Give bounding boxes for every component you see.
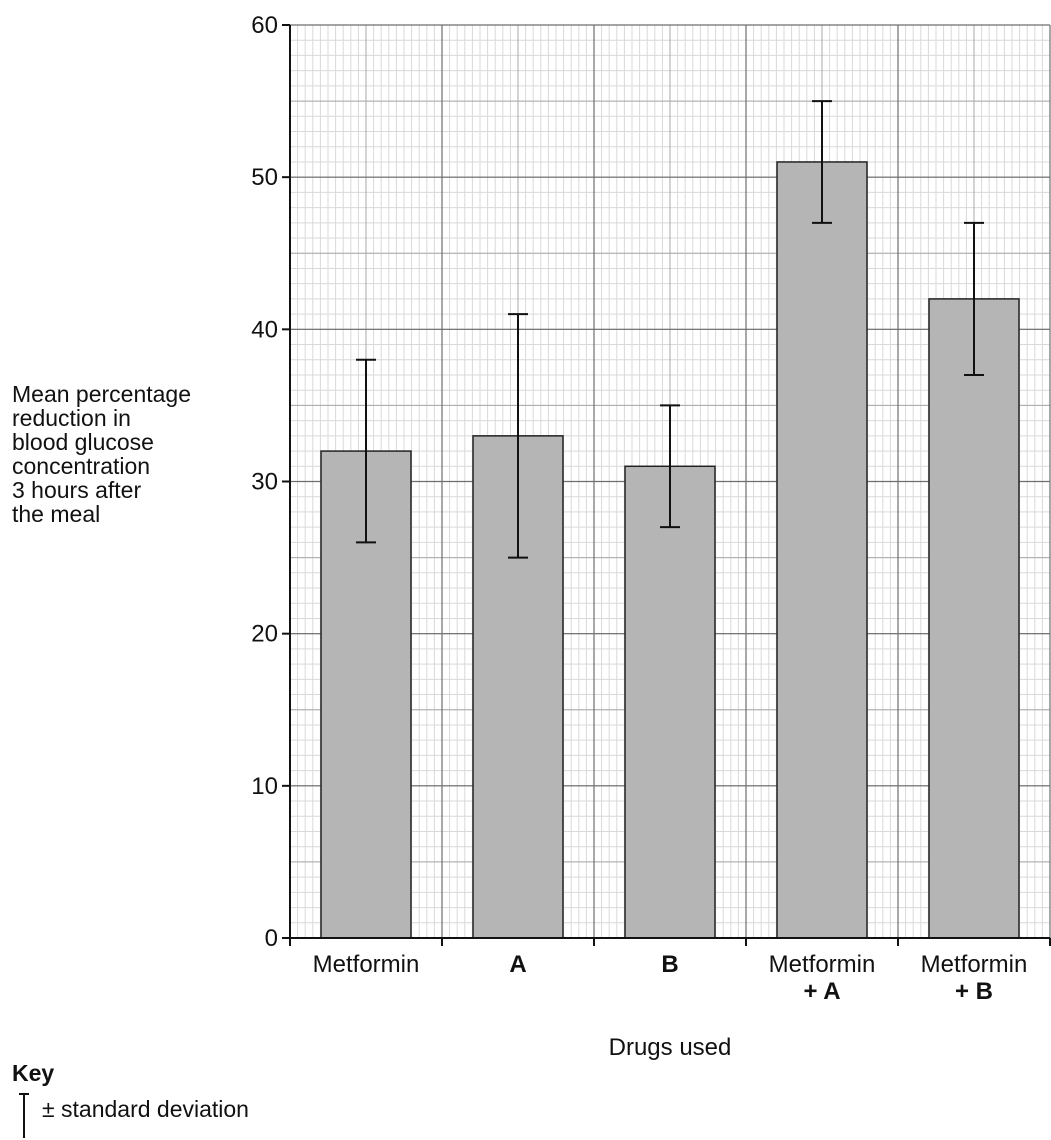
bars (320, 161, 1020, 939)
error-bar (812, 100, 832, 224)
y-axis-label: Mean percentage reduction in blood gluco… (12, 382, 252, 526)
x-tick-label: + B (955, 978, 993, 1005)
error-bar (660, 404, 680, 529)
y-tick-label: 0 (265, 925, 278, 952)
x-axis-label: Drugs used (608, 1034, 732, 1061)
axes (282, 24, 1051, 946)
x-tick-label: Metformin (313, 951, 420, 978)
error-bar-key-icon (19, 1093, 29, 1138)
y-axis-label-line: Mean percentage (12, 381, 192, 407)
bar (928, 298, 1020, 939)
y-tick-label: 30 (251, 469, 278, 496)
y-axis-label-line: 3 hours after (12, 477, 142, 503)
error-bar (964, 221, 984, 376)
y-tick-label: 50 (251, 164, 278, 191)
y-tick-label: 10 (251, 773, 278, 800)
x-tick-label: + A (803, 978, 840, 1005)
x-tick-label: A (509, 951, 526, 978)
error-bars (356, 100, 984, 559)
error-bar (508, 313, 528, 559)
y-axis-label-line: blood glucose (12, 429, 154, 455)
bar (776, 161, 868, 939)
y-tick-label: 40 (251, 316, 278, 343)
bar (624, 465, 716, 939)
y-axis-label-line: concentration (12, 453, 151, 479)
x-tick-label: Metformin (769, 951, 876, 978)
error-bar (356, 358, 376, 544)
y-axis-label-line: the meal (12, 501, 101, 527)
y-tick-labels: 0 10 20 30 40 50 60 (251, 12, 278, 952)
x-tick-label: Metformin (921, 951, 1028, 978)
y-tick-label: 60 (251, 12, 278, 39)
y-axis-label-line: reduction in (12, 405, 131, 431)
key-entry-label: ± standard deviation (42, 1096, 249, 1122)
x-tick-label: B (661, 951, 678, 978)
y-tick-label: 20 (251, 621, 278, 648)
key-title: Key (12, 1060, 55, 1086)
